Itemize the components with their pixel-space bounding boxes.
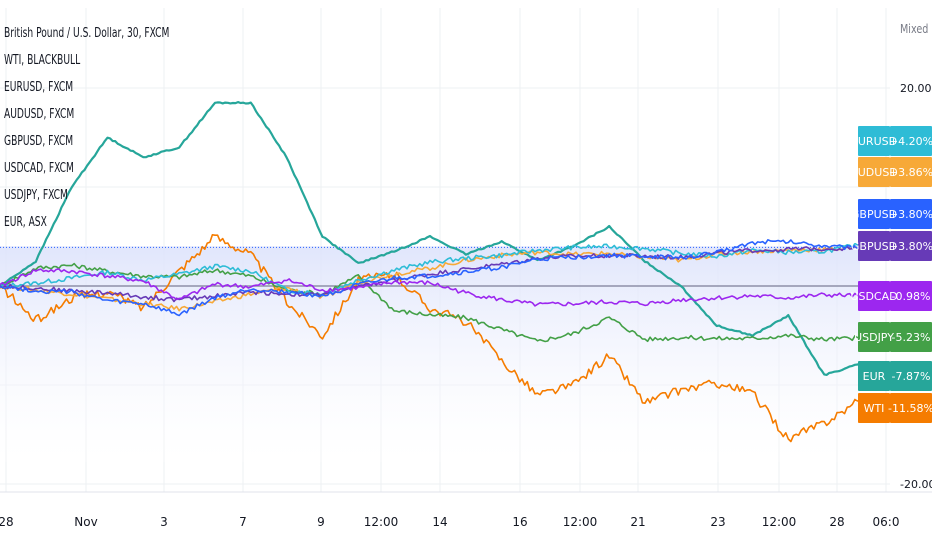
legend-usdjpy[interactable]: USDJPY, FXCM: [4, 188, 68, 203]
series-line-gbpusd: [0, 245, 861, 303]
end-label-name: EURUSD: [851, 135, 897, 148]
end-label-value-box: [890, 322, 932, 352]
end-label-name: USDJPY: [854, 331, 894, 344]
x-tick-label: 7: [239, 515, 247, 529]
end-label-value: -11.58%: [888, 402, 932, 415]
x-tick-label: 06:0: [873, 515, 900, 529]
series-line-wti: [0, 234, 861, 443]
x-tick-label: 21: [630, 515, 645, 529]
end-label-value: -7.87%: [892, 370, 931, 383]
end-label-name-box: [858, 393, 890, 423]
legend-eur[interactable]: EUR, ASX: [4, 215, 47, 230]
end-label-name: EUR: [863, 370, 886, 383]
end-label-name-box: [858, 322, 890, 352]
end-label-name-box: [858, 281, 890, 311]
legend-main-symbol[interactable]: British Pound / U.S. Dollar, 30, FXCM: [4, 26, 170, 41]
end-label-value-box: [890, 199, 932, 229]
end-label-name: GBPUSD: [851, 240, 897, 253]
end-label-name-box: [858, 199, 890, 229]
x-tick-label: 12:00: [364, 515, 399, 529]
series-line-eur: [0, 100, 861, 376]
legend-audusd[interactable]: AUDUSD, FXCM: [4, 107, 75, 122]
legend-eurusd[interactable]: EURUSD, FXCM: [4, 80, 74, 95]
series-line-usdcad: [0, 268, 861, 307]
end-label-value-box: [890, 361, 932, 391]
scale-mode-label[interactable]: Mixed: [900, 22, 929, 36]
end-label-value: +4.20%: [889, 135, 932, 148]
x-tick-label: 16: [512, 515, 527, 529]
series-line-usdjpy: [0, 262, 861, 343]
series-line-gbpusd: [0, 239, 861, 317]
end-label-value-box: [890, 157, 932, 187]
end-label-name: USDCAD: [850, 290, 897, 303]
end-label-value-box: [890, 281, 932, 311]
legend-usdcad[interactable]: USDCAD, FXCM: [4, 161, 74, 176]
x-tick-label: 14: [432, 515, 447, 529]
end-label-name: GBPUSD: [851, 208, 897, 221]
x-tick-label: 23: [710, 515, 725, 529]
end-label-value: -5.23%: [892, 331, 931, 344]
x-tick-label: 12:00: [563, 515, 598, 529]
legend-gbpusd[interactable]: GBPUSD, FXCM: [4, 134, 74, 149]
y-tick-label: -20.00%: [900, 478, 932, 491]
x-tick-label: 28: [0, 515, 14, 529]
end-label-value-box: [890, 231, 932, 261]
end-label-value-box: [890, 393, 932, 423]
end-label-value-box: [890, 126, 932, 156]
end-label-value: +3.86%: [889, 166, 932, 179]
legend-wti[interactable]: WTI, BLACKBULL: [4, 53, 81, 68]
x-tick-label: Nov: [74, 515, 97, 529]
x-tick-label: 12:00: [762, 515, 797, 529]
x-tick-label: 28: [829, 515, 844, 529]
end-label-name-box: [858, 126, 890, 156]
end-label-name: AUDUSD: [850, 166, 898, 179]
end-label-name-box: [858, 361, 890, 391]
end-label-value: +3.80%: [889, 240, 932, 253]
x-tick-label: 9: [317, 515, 325, 529]
end-label-value: +3.80%: [889, 208, 932, 221]
end-label-value: -0.98%: [892, 290, 931, 303]
x-tick-label: 3: [160, 515, 168, 529]
end-label-name: WTI: [864, 402, 885, 415]
end-label-name-box: [858, 231, 890, 261]
y-tick-label: 20.00%: [900, 82, 932, 95]
end-label-name-box: [858, 157, 890, 187]
